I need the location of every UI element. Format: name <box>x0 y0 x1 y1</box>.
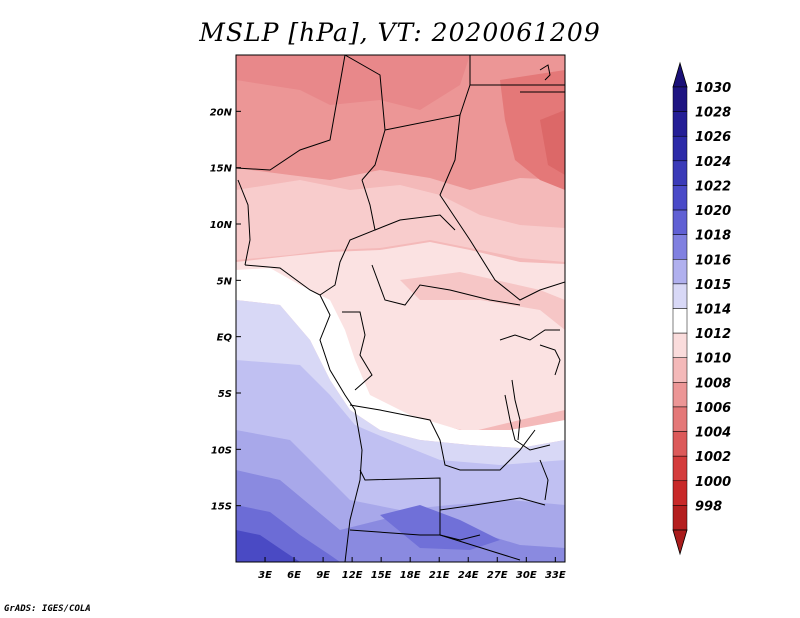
map-title: MSLP [hPa], VT: 2020061209 <box>199 18 601 47</box>
colorbar-label: 1015 <box>695 278 731 293</box>
lon-tick-label: 15E <box>371 570 392 581</box>
lat-tick-label: 15S <box>211 502 232 513</box>
lon-tick-label: 18E <box>400 570 421 581</box>
colorbar-label: 1028 <box>695 106 731 121</box>
lon-tick-label: 12E <box>342 570 363 581</box>
border-9 <box>342 311 373 391</box>
colorbar-label: 1000 <box>695 475 731 490</box>
colorbar-label: 1002 <box>695 450 731 465</box>
colorbar-swatch <box>672 406 688 432</box>
lat-tick-label: EQ <box>217 333 233 344</box>
longitude-axis: 3E 6E 9E 12E 15E 18E 21E 24E 27E 30E 33E <box>258 557 566 581</box>
border-3 <box>345 55 565 86</box>
border-10 <box>349 404 536 471</box>
colorbar-label: 1022 <box>695 179 731 194</box>
colorbar-swatch <box>672 357 688 383</box>
lon-tick-label: 3E <box>258 570 272 581</box>
colorbar-label: 1018 <box>695 229 731 244</box>
grads-footer: GrADS: IGES/COLA <box>4 604 91 614</box>
colorbar-label: 1026 <box>695 130 731 145</box>
colorbar-label: 1008 <box>695 376 731 391</box>
colorbar-swatch <box>672 431 688 457</box>
colorbar-swatch <box>672 234 688 260</box>
colorbar-swatch <box>672 209 688 235</box>
coastline-west <box>244 264 363 562</box>
latitude-axis: 20N 15N 10N 5N EQ 5S 10S 15S <box>210 107 241 513</box>
colorbar: 1030 1028 1026 1024 1022 1020 1018 1016 1015 1014… <box>672 61 731 556</box>
lake-malawi <box>539 459 549 501</box>
lat-tick-label: 15N <box>210 164 233 175</box>
colorbar-swatch <box>672 160 688 186</box>
colorbar-swatch <box>672 382 688 408</box>
lat-tick-label: 20N <box>210 107 233 118</box>
border-1 <box>236 55 346 171</box>
lon-tick-label: 24E <box>458 570 479 581</box>
colorbar-swatch <box>672 259 688 285</box>
colorbar-swatch <box>672 308 688 334</box>
border-15 <box>504 394 551 451</box>
lon-tick-label: 6E <box>287 570 301 581</box>
colorbar-label: 1004 <box>695 426 731 441</box>
colorbar-swatch <box>672 455 688 482</box>
border-8 <box>371 264 521 306</box>
colorbar-swatch <box>672 86 688 112</box>
coast-west-north <box>237 179 251 266</box>
colorbar-bottom-arrow <box>672 529 688 556</box>
lon-tick-label: 21E <box>429 570 450 581</box>
border-14 <box>499 329 560 341</box>
lat-tick-label: 10N <box>210 220 233 231</box>
field-1014 <box>236 268 565 448</box>
lon-tick-label: 9E <box>316 570 330 581</box>
colorbar-label: 1030 <box>695 81 731 96</box>
border-13 <box>349 529 521 561</box>
field-1024 <box>236 530 300 562</box>
red-sea-coast <box>539 64 551 81</box>
country-borders <box>236 55 565 562</box>
colorbar-swatch <box>672 185 688 211</box>
colorbar-label: 1024 <box>695 155 731 170</box>
colorbar-swatch <box>672 111 688 137</box>
lat-tick-label: 10S <box>211 445 232 456</box>
border-12 <box>439 497 546 511</box>
field-1004-east <box>540 110 565 175</box>
lat-tick-label: 5N <box>217 276 233 287</box>
field-1010-interior <box>400 272 565 330</box>
colorbar-swatch <box>672 480 688 506</box>
colorbar-label: 998 <box>695 499 722 514</box>
colorbar-label: 1006 <box>695 401 731 416</box>
colorbar-label: 1014 <box>695 303 731 318</box>
lon-tick-label: 33E <box>545 570 566 581</box>
colorbar-swatch <box>672 135 688 162</box>
plot-frame <box>235 54 566 563</box>
colorbar-label: 1016 <box>695 253 731 268</box>
lake-victoria <box>539 344 561 376</box>
lake-tanganyika <box>511 379 521 441</box>
colorbar-swatch <box>672 283 688 309</box>
border-11 <box>359 469 481 541</box>
field-1008-northwest <box>236 55 470 110</box>
border-5 <box>439 114 565 301</box>
pressure-field <box>236 55 565 562</box>
colorbar-label: 1020 <box>695 204 731 219</box>
lon-tick-label: 30E <box>516 570 537 581</box>
lon-tick-label: 27E <box>487 570 508 581</box>
colorbar-swatch <box>672 505 688 531</box>
colorbar-label: 1010 <box>695 352 731 367</box>
colorbar-top-arrow <box>672 61 688 88</box>
field-1012-band <box>236 180 565 262</box>
colorbar-label: 1012 <box>695 327 731 342</box>
colorbar-swatch <box>672 332 688 358</box>
border-6 <box>319 179 376 296</box>
lat-tick-label: 5S <box>218 389 232 400</box>
border-7 <box>374 214 456 231</box>
